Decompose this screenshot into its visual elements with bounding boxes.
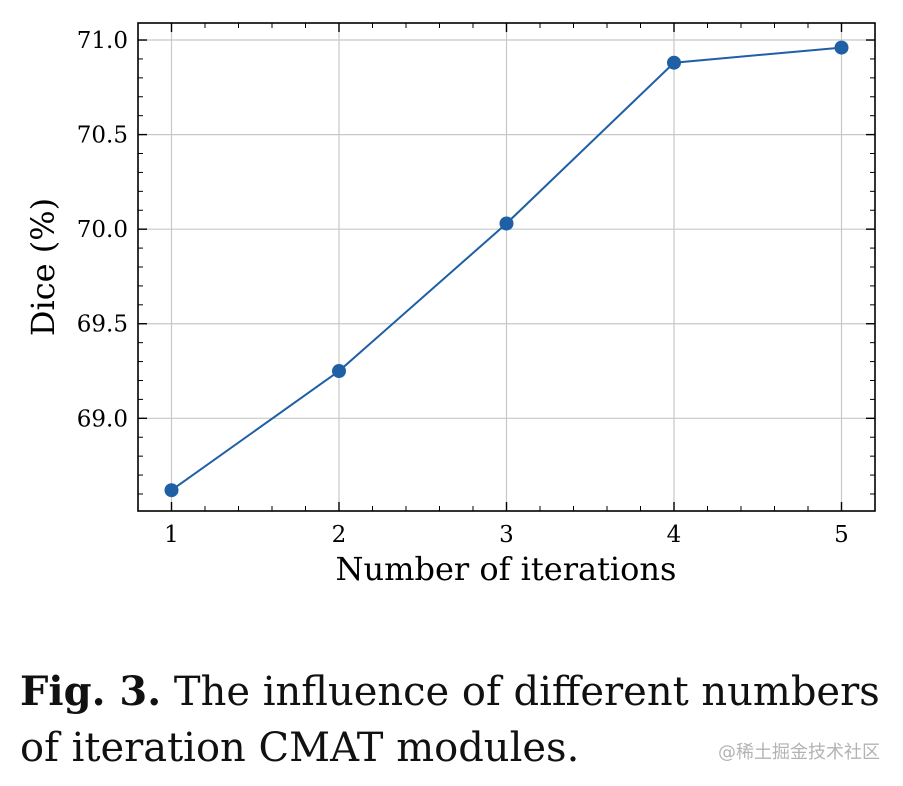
y-tick-label: 70.5 [77,123,128,149]
data-point [332,364,346,379]
dice-line-chart: 1 2 3 4 5 69.0 69.5 70.0 70.5 71.0 Number of ite… [24,22,876,588]
y-tick-label: 69.5 [77,312,128,338]
y-axis-label: Dice (%) [24,198,62,336]
caption-text: The influence of different numbers of it… [20,669,880,771]
x-tick-labels: 1 2 3 4 5 [164,522,849,548]
y-tick-label: 69.0 [77,406,128,432]
data-point [164,483,179,498]
watermark: @稀土掘金技术社区 [718,742,880,763]
x-axis-label: Number of iterations [336,550,677,588]
x-tick-label: 1 [164,522,179,548]
data-point [834,40,849,55]
y-tick-labels: 69.0 69.5 70.0 70.5 71.0 [77,28,128,432]
plot-frame [137,22,876,512]
x-tick-label: 2 [332,522,347,548]
series-markers [164,40,849,498]
x-tick-label: 3 [499,522,514,548]
figure-caption: Fig. 3. The influence of different numbe… [20,664,895,776]
x-tick-label: 5 [834,522,849,548]
figure-label: Fig. 3. [20,668,162,715]
x-tick-label: 4 [667,522,682,548]
y-tick-label: 71.0 [77,28,128,54]
grid-lines [138,23,875,511]
data-point [667,55,681,70]
major-ticks [138,23,875,511]
data-point [499,216,514,231]
y-tick-label: 70.0 [77,217,128,243]
